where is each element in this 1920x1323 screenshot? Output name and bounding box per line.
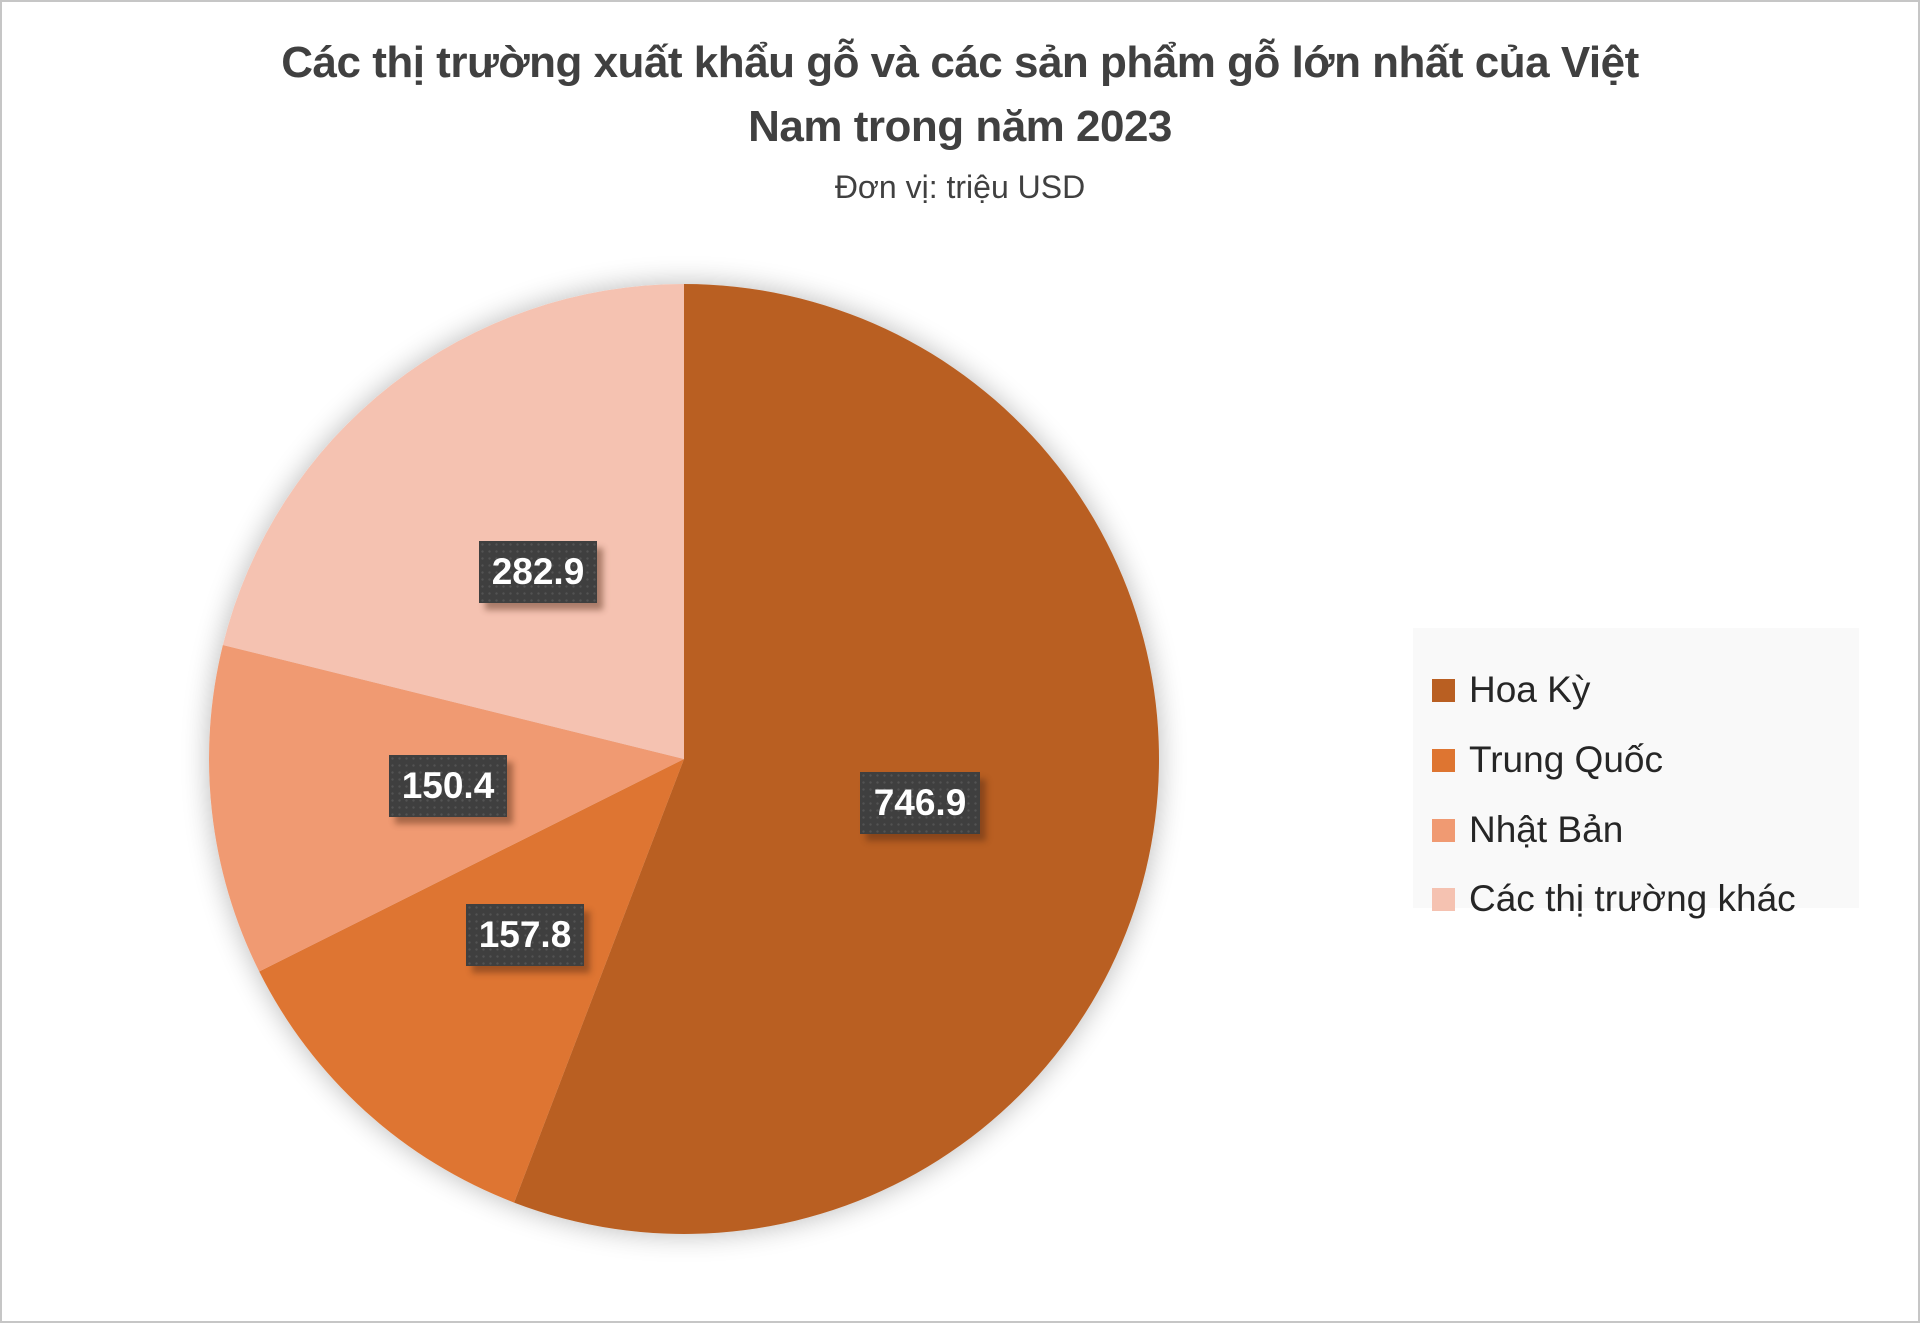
- data-label-hoa-ky: 746.9: [860, 772, 980, 834]
- data-label-trung-quoc: 157.8: [466, 904, 584, 966]
- legend-label: Trung Quốc: [1469, 739, 1663, 780]
- pie-slice-cac-thi-truong-khac: [222, 284, 684, 759]
- legend-swatch-icon: [1432, 887, 1455, 911]
- legend-item-cac-thi-truong-khac: Các thị trường khác: [1432, 874, 1796, 924]
- chart-title-line-1: Các thị trường xuất khẩu gỗ và các sản p…: [281, 38, 1639, 87]
- legend-label: Hoa Kỳ: [1469, 669, 1591, 710]
- data-label-nhat-ban: 150.4: [389, 755, 507, 817]
- legend-item-nhat-ban: Nhật Bản: [1432, 805, 1623, 855]
- chart-subtitle: Đơn vị: triệu USD: [834, 169, 1086, 205]
- data-label-cac-thi-truong-khac: 282.9: [479, 541, 597, 603]
- legend-item-hoa-ky: Hoa Kỳ: [1432, 665, 1590, 715]
- legend-swatch-icon: [1432, 818, 1455, 842]
- pie-slice-trung-quoc: [259, 759, 684, 1203]
- pie-slice-hoa-ky: [514, 284, 1160, 1234]
- pie-slices: [209, 284, 1160, 1234]
- chart-title-line-2: Nam trong năm 2023: [748, 102, 1172, 151]
- legend-item-trung-quoc: Trung Quốc: [1432, 735, 1663, 785]
- legend-swatch-icon: [1432, 748, 1455, 772]
- legend-swatch-icon: [1432, 678, 1455, 702]
- legend-label: Nhật Bản: [1469, 809, 1624, 850]
- chart-legend: Hoa Kỳ Trung Quốc Nhật Bản Các thị trườn…: [1413, 628, 1859, 919]
- legend-label: Các thị trường khác: [1469, 878, 1796, 919]
